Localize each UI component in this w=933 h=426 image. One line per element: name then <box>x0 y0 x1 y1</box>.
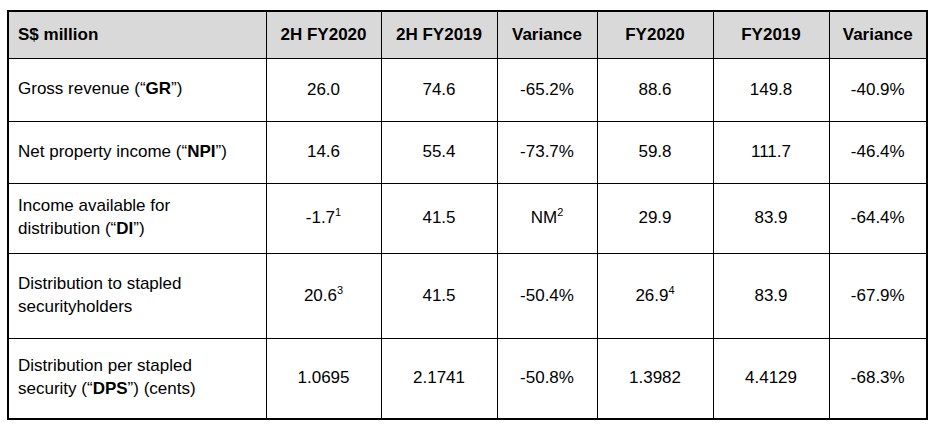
table-cell: 26.94 <box>597 253 713 338</box>
row-label-text: ”) <box>133 219 144 238</box>
row-label-text: Distribution to stapled securityholders <box>18 274 181 316</box>
table-cell: -73.7% <box>497 121 597 183</box>
cell-value: -65.2% <box>520 80 574 99</box>
table-cell: -1.71 <box>266 183 381 253</box>
column-header: S$ million <box>8 11 266 58</box>
table-cell: -68.3% <box>829 338 927 419</box>
cell-value: 83.9 <box>754 208 787 227</box>
cell-value: -68.3% <box>851 368 905 387</box>
table-cell: 83.9 <box>713 253 829 338</box>
cell-value: 2.1741 <box>413 368 465 387</box>
cell-value: 41.5 <box>422 286 455 305</box>
table-cell: 111.7 <box>713 121 829 183</box>
cell-value: 83.9 <box>754 286 787 305</box>
table-cell: 59.8 <box>597 121 713 183</box>
column-header: FY2020 <box>597 11 713 58</box>
cell-value: 1.0695 <box>298 368 350 387</box>
footnote-marker: 1 <box>335 206 341 218</box>
table-cell: -46.4% <box>829 121 927 183</box>
cell-value: -50.4% <box>520 286 574 305</box>
cell-value: 149.8 <box>750 80 793 99</box>
cell-value: 59.8 <box>638 142 671 161</box>
cell-value: 111.7 <box>751 142 791 161</box>
table-cell: -50.8% <box>497 338 597 419</box>
row-label-abbreviation: DPS <box>93 379 128 398</box>
financial-results-table-container: S$ million2H FY20202H FY2019VarianceFY20… <box>7 10 928 420</box>
row-label-abbreviation: DI <box>116 219 133 238</box>
table-cell: 14.6 <box>266 121 381 183</box>
row-label-text: Net property income (“ <box>18 142 187 161</box>
table-cell: -65.2% <box>497 58 597 121</box>
row-label-abbreviation: NPI <box>187 142 215 161</box>
table-row: Gross revenue (“GR”) 26.0 74.6 -65.2% 88.6 14… <box>8 58 927 121</box>
cell-value: -50.8% <box>520 368 574 387</box>
cell-value: -46.4% <box>851 142 905 161</box>
row-label: Distribution per stapled security (“DPS”… <box>8 338 266 419</box>
table-cell: 1.0695 <box>266 338 381 419</box>
table-cell: -40.9% <box>829 58 927 121</box>
table-cell: 149.8 <box>713 58 829 121</box>
table-cell: -67.9% <box>829 253 927 338</box>
table-body: Gross revenue (“GR”)26.074.6-65.2%88.614… <box>8 58 927 419</box>
table-cell: 29.9 <box>597 183 713 253</box>
cell-value: 41.5 <box>422 208 455 227</box>
cell-value: -1.7 <box>306 208 335 227</box>
table-cell: 2.1741 <box>381 338 497 419</box>
table-cell: NM2 <box>497 183 597 253</box>
cell-value: 55.4 <box>422 142 455 161</box>
cell-value: -67.9% <box>851 286 905 305</box>
header-row: S$ million2H FY20202H FY2019VarianceFY20… <box>8 11 927 58</box>
cell-value: -64.4% <box>851 208 905 227</box>
row-label: Gross revenue (“GR”) <box>8 58 266 121</box>
table-row: Net property income (“NPI”) 14.6 55.4 -73.7… <box>8 121 927 183</box>
cell-value: 26.0 <box>307 80 340 99</box>
cell-value: NM <box>531 208 557 227</box>
row-label-text: ”) <box>171 79 182 98</box>
row-label-text: Income available for distribution (“ <box>18 196 170 238</box>
table-cell: 83.9 <box>713 183 829 253</box>
table-cell: 20.63 <box>266 253 381 338</box>
cell-value: 26.9 <box>635 286 668 305</box>
cell-value: 4.4129 <box>745 368 797 387</box>
row-label: Net property income (“NPI”) <box>8 121 266 183</box>
row-label: Income available for distribution (“DI”) <box>8 183 266 253</box>
table-cell: 74.6 <box>381 58 497 121</box>
column-header: 2H FY2019 <box>381 11 497 58</box>
cell-value: -40.9% <box>851 80 905 99</box>
table-cell: 4.4129 <box>713 338 829 419</box>
table-cell: 26.0 <box>266 58 381 121</box>
table-cell: 41.5 <box>381 253 497 338</box>
cell-value: 14.6 <box>307 142 340 161</box>
table-cell: 41.5 <box>381 183 497 253</box>
cell-value: 20.6 <box>304 286 337 305</box>
cell-value: 74.6 <box>422 80 455 99</box>
column-header: Variance <box>829 11 927 58</box>
table-cell: -64.4% <box>829 183 927 253</box>
cell-value: -73.7% <box>520 142 574 161</box>
footnote-marker: 2 <box>557 206 563 218</box>
table-row: Distribution to stapled securityholders 2… <box>8 253 927 338</box>
column-header: 2H FY2020 <box>266 11 381 58</box>
table-cell: -50.4% <box>497 253 597 338</box>
table-cell: 88.6 <box>597 58 713 121</box>
table-cell: 1.3982 <box>597 338 713 419</box>
footnote-marker: 4 <box>668 284 674 296</box>
table-header: S$ million2H FY20202H FY2019VarianceFY20… <box>8 11 927 58</box>
financial-results-table: S$ million2H FY20202H FY2019VarianceFY20… <box>7 10 928 420</box>
cell-value: 88.6 <box>638 80 671 99</box>
footnote-marker: 3 <box>337 284 343 296</box>
row-label-text: ”) <box>215 142 226 161</box>
row-label-abbreviation: GR <box>146 79 172 98</box>
row-label-text: Gross revenue (“ <box>18 79 146 98</box>
table-cell: 55.4 <box>381 121 497 183</box>
cell-value: 29.9 <box>638 208 671 227</box>
table-row: Distribution per stapled security (“DPS”… <box>8 338 927 419</box>
row-label: Distribution to stapled securityholders <box>8 253 266 338</box>
row-label-text: ”) (cents) <box>128 379 196 398</box>
table-row: Income available for distribution (“DI”)… <box>8 183 927 253</box>
column-header: FY2019 <box>713 11 829 58</box>
column-header: Variance <box>497 11 597 58</box>
cell-value: 1.3982 <box>629 368 681 387</box>
